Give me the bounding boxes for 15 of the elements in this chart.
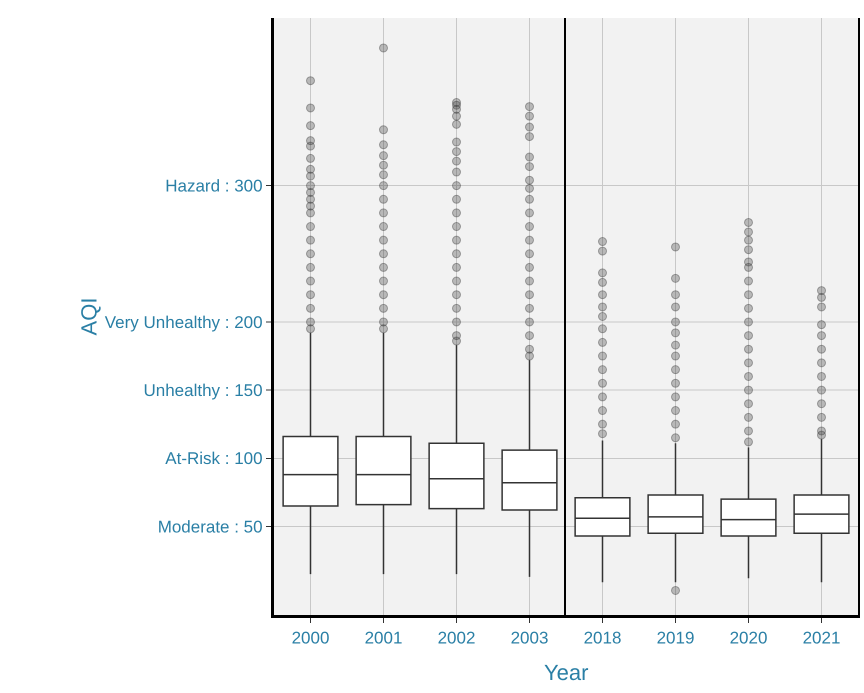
x-tick-label: 2018 [584, 628, 622, 648]
x-tick-label: 2020 [730, 628, 768, 648]
x-tick-label: 2021 [802, 628, 840, 648]
x-tick-label: 2001 [364, 628, 402, 648]
x-tick-label: 2003 [510, 628, 548, 648]
y-tick-label: At-Risk : 100 [165, 449, 263, 468]
y-tick-label: Very Unhealthy : 200 [104, 312, 263, 332]
y-tick-label: Hazard : 300 [165, 176, 263, 196]
x-tick-label: 2000 [292, 628, 330, 648]
x-tick-label: 2019 [656, 628, 694, 648]
y-tick-label: Unhealthy : 150 [144, 381, 263, 400]
x-axis-title: Year [544, 660, 588, 685]
y-tick-label: Moderate : 50 [158, 517, 263, 536]
y-axis-title: AQI [76, 298, 102, 336]
x-tick-label: 2002 [438, 628, 476, 648]
